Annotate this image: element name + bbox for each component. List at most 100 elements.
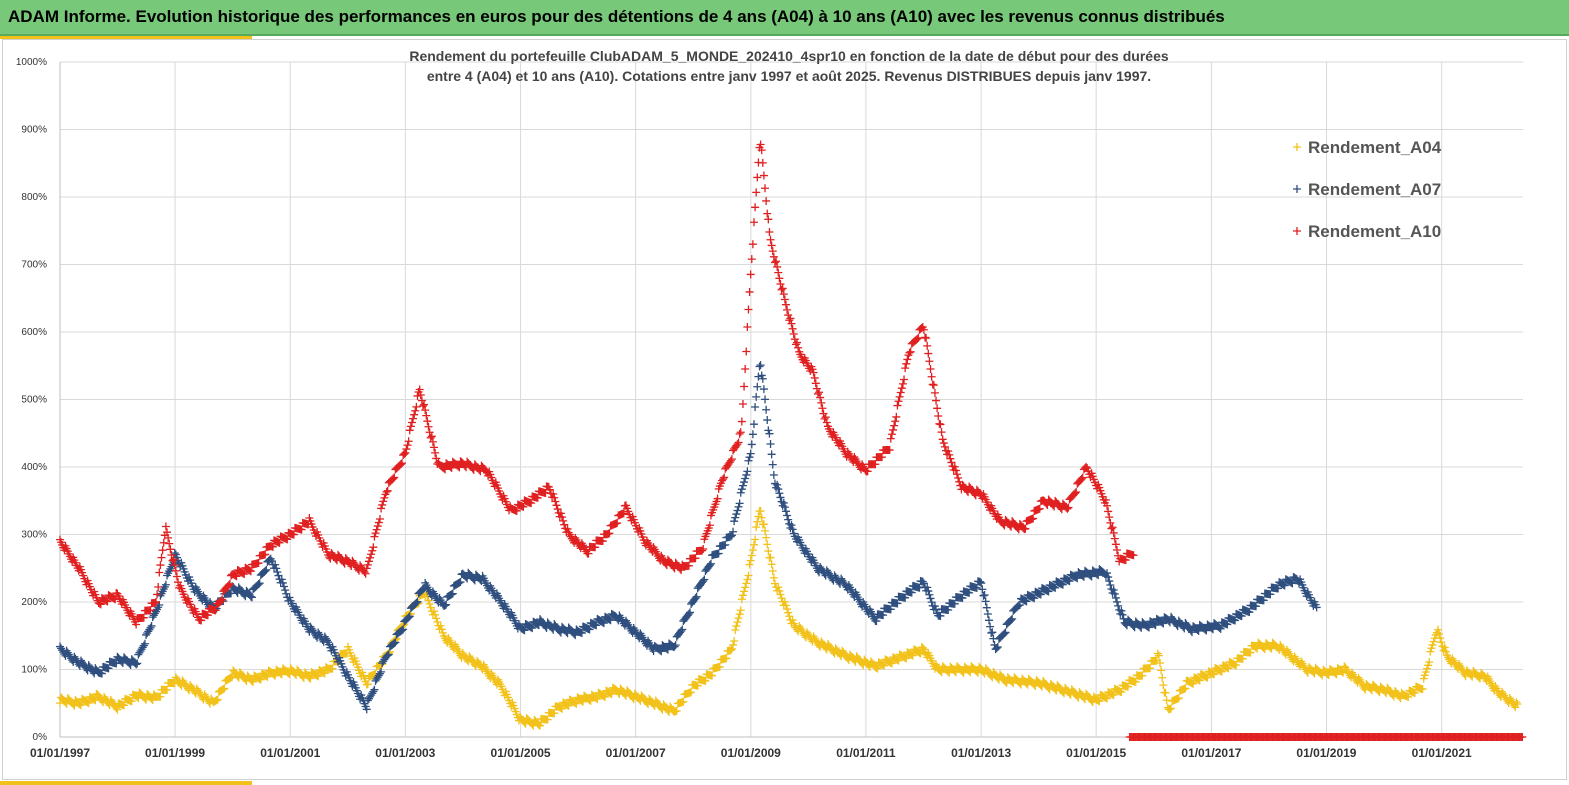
marker-Rendement_A10 [389, 474, 398, 483]
marker-Rendement_A07 [685, 608, 694, 617]
marker-Rendement_A07 [383, 651, 392, 660]
marker-Rendement_A04 [893, 655, 902, 664]
marker-Rendement_A04 [748, 546, 757, 555]
marker-Rendement_A10 [430, 443, 439, 452]
marker-Rendement_A10 [139, 613, 148, 622]
marker-Rendement_A10 [698, 546, 707, 555]
accent-bar-bottom [0, 781, 252, 785]
marker-Rendement_A04 [915, 648, 924, 657]
marker-Rendement_A10 [261, 550, 270, 559]
marker-Rendement_A04 [879, 660, 888, 669]
marker-Rendement_A07 [788, 525, 797, 534]
marker-Rendement_A10 [763, 209, 772, 218]
x-tick-label: 01/01/1997 [30, 746, 90, 760]
marker-Rendement_A04 [726, 646, 735, 655]
marker-Rendement_A10 [426, 433, 435, 442]
marker-Rendement_A10 [1029, 514, 1038, 523]
marker-Rendement_A10 [930, 388, 939, 397]
marker-Rendement_A04 [1246, 648, 1255, 657]
marker-Rendement_A04 [113, 705, 122, 714]
x-tick-label: 01/01/2015 [1066, 746, 1126, 760]
marker-Rendement_A10 [375, 515, 384, 524]
report-banner: ADAM Informe. Evolution historique des p… [0, 0, 1569, 36]
marker-Rendement_A10 [441, 465, 450, 474]
marker-Rendement_A10 [818, 404, 827, 413]
marker-Rendement_A07 [747, 440, 756, 449]
marker-Rendement_A04 [586, 696, 595, 705]
marker-Rendement_A10 [432, 454, 441, 463]
marker-Rendement_A04 [437, 625, 446, 634]
marker-Rendement_A10 [773, 262, 782, 271]
x-tick-label: 01/01/2021 [1412, 746, 1472, 760]
marker-Rendement_A04 [262, 672, 271, 681]
marker-Rendement_A04 [745, 560, 754, 569]
marker-Rendement_A07 [279, 582, 288, 591]
marker-Rendement_A07 [740, 478, 749, 487]
marker-Rendement_A04 [227, 673, 236, 682]
marker-Rendement_A04 [872, 663, 881, 672]
marker-Rendement_A07 [983, 610, 992, 618]
marker-Rendement_A04 [1424, 661, 1433, 670]
marker-Rendement_A10 [944, 447, 953, 456]
marker-Rendement_A07 [161, 580, 170, 589]
marker-Rendement_A07 [1008, 614, 1017, 623]
marker-Rendement_A10 [733, 440, 742, 449]
marker-Rendement_A07 [1073, 574, 1082, 583]
marker-Rendement_A07 [606, 616, 615, 625]
marker-Rendement_A10 [1021, 524, 1030, 533]
marker-Rendement_A10 [412, 402, 421, 411]
marker-Rendement_A04 [585, 695, 594, 704]
marker-Rendement_A07 [752, 392, 761, 401]
marker-Rendement_A04 [736, 606, 745, 615]
marker-Rendement_A07 [776, 493, 785, 502]
marker-Rendement_A10 [767, 241, 776, 250]
marker-Rendement_A10 [550, 493, 559, 502]
marker-Rendement_A10 [362, 564, 371, 573]
marker-Rendement_A07 [519, 625, 528, 634]
marker-Rendement_A07 [1087, 572, 1096, 581]
marker-Rendement_A10 [937, 428, 946, 437]
marker-Rendement_A10 [151, 597, 160, 606]
marker-Rendement_A07 [756, 361, 765, 370]
chart-axes: 0% 100% 200% 300% 400% 500% 600% 700% 800% 900% 10… [16, 57, 1523, 760]
marker-Rendement_A10 [446, 462, 455, 471]
marker-Rendement_A10 [369, 543, 378, 552]
chart-title-line: entre 4 (A04) et 10 ans (A10). Cotations… [427, 68, 1151, 84]
marker-Rendement_A10 [217, 596, 226, 605]
marker-Rendement_A10 [752, 188, 761, 197]
marker-Rendement_A07 [285, 593, 294, 602]
marker-Rendement_A07 [1194, 626, 1203, 635]
marker-Rendement_A10 [734, 438, 743, 447]
marker-Rendement_A04 [1146, 664, 1155, 673]
y-tick-label: 900% [21, 125, 47, 136]
marker-Rendement_A10 [553, 505, 562, 514]
marker-Rendement_A07 [692, 592, 701, 601]
marker-Rendement_A04 [556, 704, 565, 713]
marker-Rendement_A07 [528, 624, 537, 633]
marker-Rendement_A04 [730, 636, 739, 645]
marker-Rendement_A10 [240, 570, 249, 579]
marker-Rendement_A10 [563, 524, 572, 533]
marker-Rendement_A07 [1202, 626, 1211, 635]
marker-Rendement_A10 [896, 388, 905, 397]
marker-Rendement_A10 [746, 270, 755, 279]
marker-Rendement_A04 [1324, 671, 1333, 680]
marker-Rendement_A07 [377, 667, 386, 676]
marker-Rendement_A07 [527, 623, 536, 632]
marker-Rendement_A04 [672, 706, 681, 715]
marker-Rendement_A07 [726, 532, 735, 541]
marker-Rendement_A10 [268, 542, 277, 551]
marker-Rendement_A04 [577, 696, 586, 705]
accent-bar-top [0, 36, 252, 39]
marker-Rendement_A07 [1245, 608, 1254, 617]
marker-Rendement_A04 [1158, 673, 1167, 682]
marker-Rendement_A04 [1428, 640, 1437, 649]
marker-Rendement_A04 [1419, 674, 1428, 683]
chart-legend: Rendement_A04 Rendement_A07 Rendement_A10 [1293, 138, 1442, 241]
marker-Rendement_A04 [763, 540, 772, 549]
marker-Rendement_A07 [1007, 615, 1016, 624]
marker-Rendement_A04 [1174, 694, 1183, 703]
marker-Rendement_A10 [218, 595, 227, 604]
marker-Rendement_A10 [762, 196, 771, 205]
marker-Rendement_A07 [936, 611, 945, 620]
